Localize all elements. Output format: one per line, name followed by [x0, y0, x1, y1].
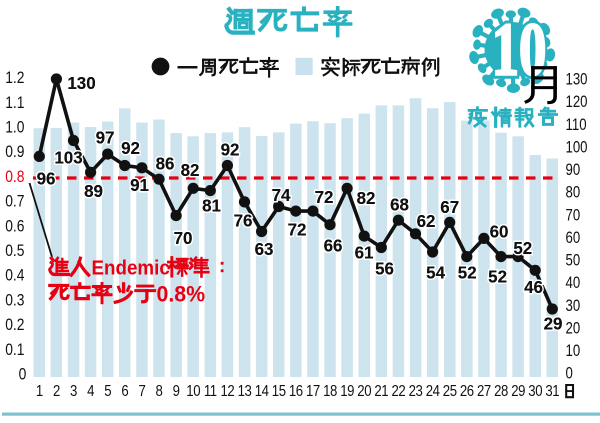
svg-text:68: 68	[390, 194, 409, 214]
svg-text:25: 25	[443, 383, 457, 400]
svg-text:24: 24	[426, 383, 440, 400]
svg-text:52: 52	[458, 262, 477, 282]
svg-text:9: 9	[173, 383, 180, 400]
svg-text:8: 8	[156, 383, 163, 400]
svg-text:66: 66	[324, 235, 343, 255]
svg-text:4: 4	[87, 383, 94, 400]
svg-text:0.2: 0.2	[5, 316, 24, 334]
svg-text:0.8: 0.8	[5, 168, 24, 186]
svg-text:Endemic: Endemic	[92, 257, 170, 280]
svg-text:11: 11	[204, 383, 217, 400]
svg-text:0.7: 0.7	[5, 193, 24, 211]
svg-text:76: 76	[234, 210, 253, 230]
svg-text:1.1: 1.1	[5, 94, 24, 112]
svg-text:29: 29	[544, 313, 563, 333]
svg-text:20: 20	[357, 383, 371, 400]
svg-text:89: 89	[84, 181, 103, 201]
svg-text:130: 130	[566, 70, 588, 89]
svg-text:46: 46	[524, 277, 543, 297]
svg-text:72: 72	[288, 219, 307, 239]
svg-text:86: 86	[156, 153, 175, 173]
svg-text:82: 82	[181, 160, 200, 180]
svg-text:0.3: 0.3	[5, 291, 24, 309]
svg-text:91: 91	[130, 175, 149, 195]
svg-text:130: 130	[67, 73, 95, 93]
svg-text:27: 27	[477, 383, 491, 400]
svg-text:10: 10	[186, 383, 200, 400]
svg-text:40: 40	[566, 274, 581, 293]
svg-text:7: 7	[138, 383, 145, 400]
svg-text:18: 18	[323, 383, 337, 400]
svg-text:52: 52	[488, 266, 507, 286]
svg-text:0.5: 0.5	[5, 242, 24, 260]
svg-text:1.0: 1.0	[5, 118, 24, 136]
svg-text:100: 100	[566, 138, 588, 157]
svg-text:92: 92	[221, 139, 240, 159]
svg-text:21: 21	[374, 383, 388, 400]
svg-text:0.6: 0.6	[5, 217, 24, 235]
svg-text:1.2: 1.2	[5, 69, 24, 87]
svg-text:56: 56	[375, 258, 394, 278]
svg-text:103: 103	[54, 147, 82, 167]
svg-text:13: 13	[238, 383, 252, 400]
svg-text:60: 60	[490, 221, 509, 241]
svg-text:6: 6	[121, 383, 128, 400]
svg-text:5: 5	[104, 383, 111, 400]
svg-text:29: 29	[511, 383, 525, 400]
svg-text:72: 72	[315, 187, 334, 207]
svg-text:26: 26	[460, 383, 474, 400]
svg-text:61: 61	[355, 242, 374, 262]
svg-text:12: 12	[221, 383, 235, 400]
svg-text:52: 52	[513, 238, 532, 258]
svg-text:0.9: 0.9	[5, 143, 24, 161]
svg-text:0: 0	[19, 365, 27, 383]
svg-text:50: 50	[566, 251, 581, 270]
svg-text:1: 1	[36, 383, 43, 400]
svg-text:90: 90	[566, 161, 581, 180]
svg-text:0: 0	[566, 364, 573, 383]
svg-text:31: 31	[545, 383, 559, 400]
svg-text:17: 17	[306, 383, 320, 400]
svg-text:63: 63	[255, 239, 274, 259]
svg-text:80: 80	[566, 183, 581, 202]
svg-text:10: 10	[566, 342, 581, 361]
svg-text:81: 81	[202, 195, 221, 215]
svg-text:0.4: 0.4	[5, 267, 25, 285]
svg-text:60: 60	[566, 229, 581, 248]
svg-text:16: 16	[289, 383, 303, 400]
svg-text:74: 74	[272, 185, 291, 205]
svg-text:20: 20	[566, 319, 581, 338]
svg-text:120: 120	[566, 93, 588, 112]
svg-text:28: 28	[494, 383, 508, 400]
svg-text:67: 67	[440, 197, 459, 217]
svg-text:110: 110	[566, 115, 587, 134]
svg-text:3: 3	[70, 383, 77, 400]
svg-text:70: 70	[174, 228, 193, 248]
svg-text:14: 14	[255, 383, 269, 400]
svg-text:97: 97	[96, 127, 115, 147]
svg-text:54: 54	[426, 262, 445, 282]
svg-text:30: 30	[528, 383, 542, 400]
svg-text:30: 30	[566, 296, 581, 315]
svg-text:23: 23	[409, 383, 423, 400]
svg-text:0.8%: 0.8%	[157, 281, 206, 306]
svg-text:96: 96	[37, 168, 56, 188]
svg-text:15: 15	[272, 383, 286, 400]
svg-text:70: 70	[566, 206, 581, 225]
svg-text:92: 92	[121, 138, 140, 158]
svg-text:82: 82	[357, 188, 376, 208]
svg-text:0.1: 0.1	[5, 341, 24, 359]
svg-text:62: 62	[417, 211, 436, 231]
svg-text:19: 19	[340, 383, 354, 400]
svg-text:2: 2	[53, 383, 60, 400]
svg-text:22: 22	[392, 383, 406, 400]
